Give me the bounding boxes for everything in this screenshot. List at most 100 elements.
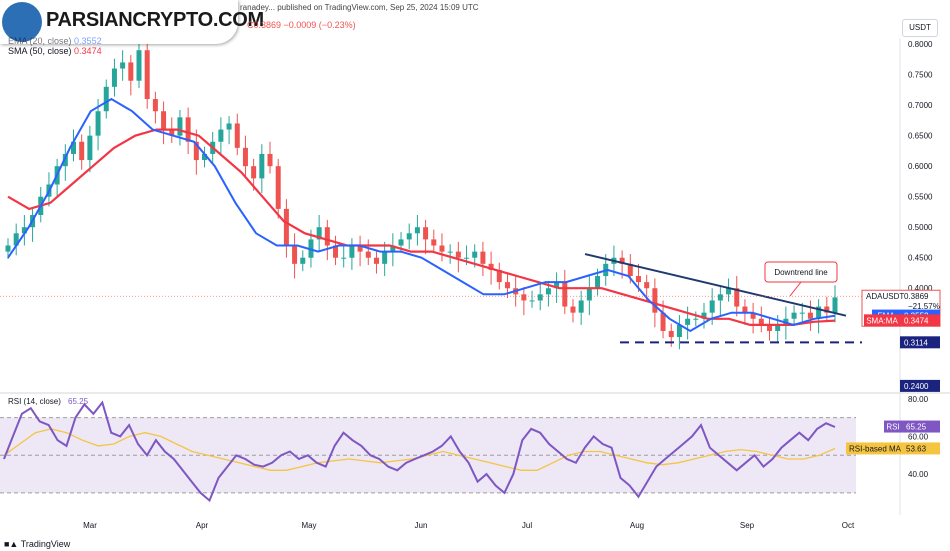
- candle-body: [807, 312, 813, 319]
- support-tag-value: 0.3114: [904, 338, 928, 347]
- candle-body: [406, 233, 412, 240]
- candle-body: [316, 227, 322, 240]
- candle-body: [21, 227, 27, 234]
- low-tag-bg: [900, 379, 940, 392]
- sma-tag-value: 0.3474: [904, 316, 929, 325]
- candle-body: [251, 166, 257, 179]
- rsi-tick-label: 40.00: [908, 470, 929, 479]
- month-tick-label: Mar: [83, 521, 97, 530]
- last-price-symbol: ADAUSDT: [866, 292, 904, 301]
- candle-body: [333, 245, 339, 258]
- candle-body: [685, 318, 691, 325]
- price-tick-label: 0.5000: [908, 223, 933, 232]
- candle-body: [595, 276, 601, 289]
- ema-legend-value: 0.3552: [74, 36, 102, 46]
- rsi-tag-label: RSI: [886, 423, 899, 432]
- candle-body: [111, 68, 117, 87]
- candle-body: [382, 251, 388, 264]
- rsi-tick-label: 80.00: [908, 395, 929, 404]
- price-tick-label: 0.4000: [908, 284, 933, 293]
- sma-tag-value-bg: [900, 314, 940, 327]
- candle-body: [717, 294, 723, 301]
- candle-body: [529, 300, 535, 302]
- month-tick-label: Apr: [196, 521, 209, 530]
- month-tick-label: Sep: [740, 521, 755, 530]
- sma-50-line: [7, 128, 836, 326]
- candle-body: [161, 111, 167, 130]
- candle-body: [439, 245, 445, 252]
- candle-body: [234, 123, 240, 148]
- candle-body: [357, 245, 363, 252]
- candle-body: [578, 300, 584, 313]
- candle-body: [283, 208, 289, 246]
- candle-body: [71, 141, 77, 154]
- candle-body: [349, 245, 355, 258]
- candle-body: [537, 294, 543, 301]
- candle-body: [775, 324, 781, 331]
- candle-body: [144, 50, 150, 100]
- rsi-ma-tag-value-bg: [902, 442, 940, 455]
- candle-body: [554, 282, 560, 289]
- low-tag-value: 0.2400: [904, 382, 929, 391]
- candle-body: [414, 227, 420, 234]
- annotation-arrow: [789, 281, 802, 297]
- rsi-tag-value: 65.25: [906, 423, 927, 432]
- candle-body: [824, 306, 830, 313]
- rsi-legend-value: 65.25: [68, 397, 89, 406]
- month-tick-label: May: [301, 521, 316, 530]
- watermark-badge: PARSIANCRYPTO.COM: [0, 0, 264, 44]
- sma-tag-label: SMA:MA: [866, 316, 898, 325]
- price-tick-label: 0.4500: [908, 254, 933, 263]
- rsi-tick-label: 60.00: [908, 432, 929, 441]
- candle-body: [504, 282, 510, 289]
- price-tick-label: 0.8000: [908, 40, 933, 49]
- candle-body: [169, 129, 175, 136]
- candle-body: [177, 117, 183, 136]
- candle-body: [742, 306, 748, 313]
- candle-body: [701, 312, 707, 319]
- candle-body: [226, 123, 232, 130]
- ohlc-readout: C0.3869 −0.0009 (−0.23%): [247, 20, 356, 30]
- candle-body: [644, 282, 650, 289]
- candle-body: [791, 312, 797, 319]
- rsi-ma-tag-value: 53.63: [906, 444, 927, 453]
- price-tick-label: 0.5500: [908, 193, 933, 202]
- candle-body: [13, 233, 19, 246]
- candle-body: [488, 263, 494, 270]
- rsi-legend-label: RSI (14, close): [8, 397, 61, 406]
- candle-body: [545, 288, 551, 295]
- currency-button[interactable]: USDT: [902, 19, 938, 37]
- candle-body: [193, 141, 199, 161]
- price-tick-label: 0.6000: [908, 162, 933, 171]
- candle-body: [95, 111, 101, 136]
- candle-body: [521, 294, 527, 301]
- candle-body: [472, 251, 478, 258]
- published-line: ranadey... published on TradingView.com,…: [240, 3, 479, 12]
- candle-body: [267, 153, 273, 167]
- candle-body: [619, 257, 625, 264]
- sma-legend-label: SMA (50, close): [8, 46, 72, 56]
- candle-body: [562, 282, 568, 307]
- candle-body: [5, 245, 11, 252]
- candle-body: [676, 324, 682, 338]
- last-price-value: 0.3869: [904, 292, 929, 301]
- candle-body: [87, 135, 93, 161]
- rsi-ma-tag-bg: [846, 442, 902, 455]
- candle-body: [709, 300, 715, 313]
- candle-body: [570, 306, 576, 313]
- candle-body: [423, 227, 429, 240]
- candle-body: [365, 251, 371, 258]
- sma-legend: SMA (50, close) 0.3474: [8, 46, 102, 56]
- downtrend-line: [584, 253, 847, 317]
- month-tick-label: Jul: [522, 521, 532, 530]
- candle-body: [455, 251, 461, 258]
- rsi-ma-tag-label: RSI-based MA: [849, 444, 902, 453]
- candle-body: [390, 245, 396, 252]
- candle-body: [586, 288, 592, 301]
- candle-body: [259, 153, 265, 179]
- month-tick-label: Oct: [842, 521, 855, 530]
- month-tick-label: Jun: [415, 521, 428, 530]
- candle-body: [832, 297, 838, 313]
- candle-body: [292, 245, 298, 264]
